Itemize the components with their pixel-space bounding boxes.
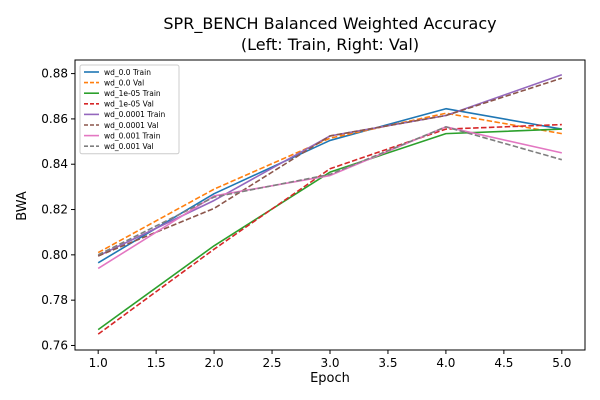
plot-lines [97,73,563,335]
legend-label: wd_0.0001 Val [104,121,159,130]
series-line [97,126,563,256]
y-tick-label: 0.84 [41,157,68,171]
x-axis-label: Epoch [310,371,350,386]
x-tick-label: 1.0 [89,356,108,370]
x-tick-label: 1.5 [147,356,166,370]
y-axis-ticks: 0.76 0.78 0.80 0.82 0.84 0.86 0.88 [41,67,75,352]
y-tick-label: 0.78 [41,293,68,307]
series-line [97,107,562,264]
legend-label: wd_0.0001 Train [104,110,166,119]
legend-label: wd_0.0 Val [104,78,144,87]
legend-label: wd_1e-05 Val [104,100,154,109]
x-tick-label: 5.0 [552,356,571,370]
series-line [97,77,563,257]
x-tick-label: 4.0 [436,356,455,370]
legend-label: wd_0.001 Train [104,131,161,140]
legend-label: wd_0.001 Val [104,142,154,151]
legend-box [79,64,180,155]
legend-label: wd_0.0 Train [104,68,151,77]
x-tick-label: 2.5 [262,356,281,370]
series-line [97,123,562,335]
x-axis-ticks: 1.0 1.5 2.0 2.5 3.0 3.5 4.0 4.5 5.0 [89,350,571,370]
y-tick-label: 0.88 [41,67,68,81]
chart-title: SPR_BENCH Balanced Weighted Accuracy [163,14,496,34]
x-tick-label: 4.5 [494,356,513,370]
y-tick-label: 0.86 [41,112,68,126]
series-line [97,126,562,270]
series-line [97,128,562,331]
y-axis-label: BWA [15,191,30,221]
y-tick-label: 0.76 [41,338,68,352]
legend-label: wd_1e-05 Train [104,89,161,98]
x-tick-label: 2.0 [205,356,224,370]
x-tick-label: 3.5 [378,356,397,370]
x-tick-label: 3.0 [320,356,339,370]
chart-subtitle: (Left: Train, Right: Val) [241,35,419,54]
y-tick-label: 0.80 [41,248,68,262]
series-line [97,112,562,254]
y-tick-label: 0.82 [41,203,68,217]
